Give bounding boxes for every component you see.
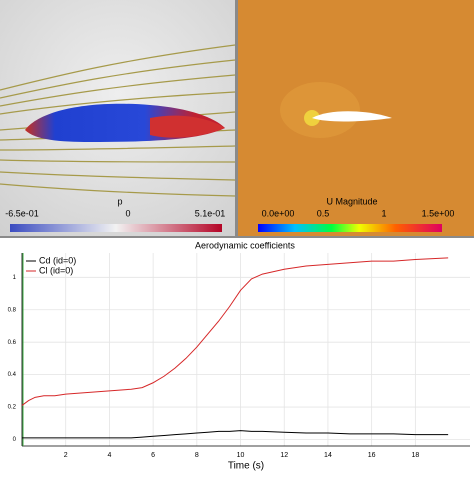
chart-view: Aerodynamic coefficients Time (s) 0 0.2 0.… — [0, 238, 474, 474]
y-tick-label: 0.4 — [8, 372, 17, 378]
series-line — [21, 257, 449, 406]
y-tick-label: 0.2 — [8, 405, 17, 411]
y-tick-label: 0 — [13, 437, 17, 443]
colorbar-title: U Magnitude — [326, 196, 377, 206]
colorbar-label: 0 — [125, 208, 130, 218]
colorbar — [258, 224, 442, 232]
legend-label: Cl (id=0) — [39, 265, 73, 275]
x-tick-label: 14 — [324, 452, 332, 459]
y-tick-label: 0.8 — [8, 307, 17, 313]
y-tick-label: 1 — [13, 275, 17, 281]
x-tick-label: 18 — [411, 452, 419, 459]
colorbar-label: 1 — [381, 208, 386, 218]
colorbar-label: 1.5e+00 — [422, 208, 455, 218]
colorbar-label: -6.5e-01 — [5, 208, 39, 218]
colorbar-title: p — [117, 196, 122, 206]
right-view: U Magnitude 0.0e+00 0.5 1 1.5e+00 — [238, 0, 474, 236]
chart-title: Aerodynamic coefficients — [195, 240, 295, 250]
wing-tip — [150, 115, 225, 138]
field-highlight — [280, 82, 360, 138]
x-tick-label: 10 — [237, 452, 245, 459]
y-tick-label: 0.6 — [8, 340, 17, 346]
x-tick-label: 6 — [151, 452, 155, 459]
colorbar — [10, 224, 222, 232]
x-tick-label: 8 — [195, 452, 199, 459]
x-tick-label: 12 — [280, 452, 288, 459]
x-tick-label: 16 — [368, 452, 376, 459]
airfoil — [312, 111, 392, 122]
legend-label: Cd (id=0) — [39, 255, 76, 265]
colorbar-label: 5.1e-01 — [195, 208, 226, 218]
x-axis-label: Time (s) — [228, 461, 264, 472]
colorbar-label: 0.5 — [317, 208, 330, 218]
x-tick-label: 4 — [107, 452, 111, 459]
left-view: p -6.5e-01 0 5.1e-01 — [0, 0, 236, 236]
x-tick-label: 2 — [64, 452, 68, 459]
series-line — [22, 430, 449, 439]
colorbar-label: 0.0e+00 — [262, 208, 295, 218]
